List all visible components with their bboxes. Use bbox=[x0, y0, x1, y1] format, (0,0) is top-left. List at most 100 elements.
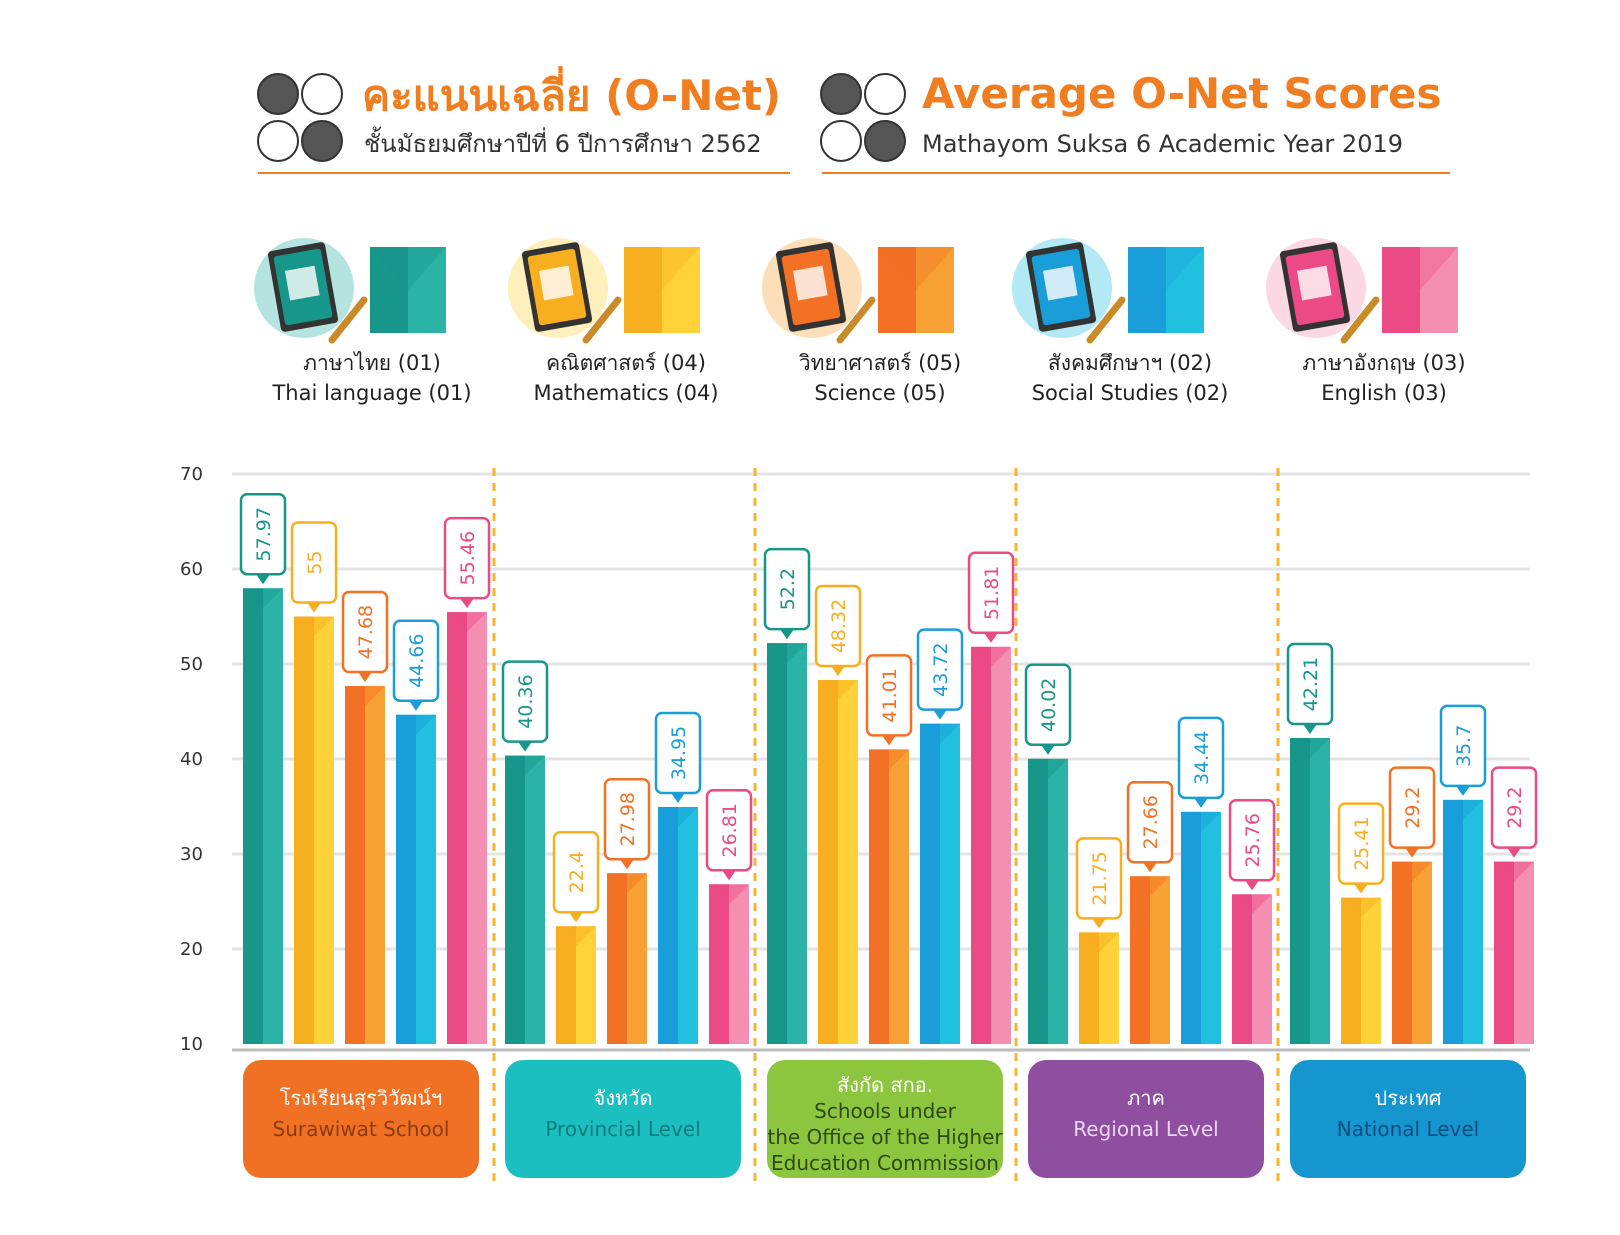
bar: 29.2 bbox=[1388, 766, 1436, 1044]
bar-cap bbox=[971, 646, 1011, 667]
data-label: 41.01 bbox=[879, 668, 901, 722]
callout-pointer bbox=[1092, 918, 1106, 929]
bar-cap bbox=[1181, 811, 1221, 832]
legend-item: วิทยาศาสตร์ (05) Science (05) bbox=[762, 238, 961, 405]
legend-item: สังคมศึกษาฯ (02) Social Studies (02) bbox=[1012, 238, 1228, 405]
bar-cap bbox=[607, 873, 647, 894]
callout-pointer bbox=[933, 709, 947, 720]
y-tick-label: 50 bbox=[180, 654, 203, 675]
subtitle-th: ชั้นมัธยมศึกษาปีที่ 6 ปีการศึกษา 2562 bbox=[364, 126, 762, 158]
callout-pointer bbox=[307, 602, 321, 613]
data-label: 29.2 bbox=[1402, 786, 1424, 828]
y-tick-label: 40 bbox=[180, 749, 203, 770]
subject-label-th: วิทยาศาสตร์ (05) bbox=[799, 351, 962, 375]
data-label: 25.76 bbox=[1242, 813, 1264, 867]
bar: 55 bbox=[290, 521, 338, 1044]
science-book-icon bbox=[762, 238, 876, 344]
subject-label-th: สังคมศึกษาฯ (02) bbox=[1048, 351, 1212, 375]
bar-rect bbox=[1290, 738, 1330, 1044]
bar-cap bbox=[1494, 861, 1534, 882]
color-swatch bbox=[1128, 247, 1204, 333]
bar: 40.02 bbox=[1024, 663, 1072, 1044]
category-label-en: Schools under bbox=[814, 1099, 957, 1123]
callout-pointer bbox=[984, 632, 998, 643]
callout-pointer bbox=[671, 792, 685, 803]
legend-item: ภาษาอังกฤษ (03) English (03) bbox=[1266, 238, 1466, 405]
bar-rect bbox=[658, 806, 698, 1044]
category-label-en: National Level bbox=[1337, 1117, 1480, 1141]
data-label: 26.81 bbox=[719, 803, 741, 857]
light-circle-icon bbox=[864, 73, 906, 115]
bar-rect bbox=[767, 643, 807, 1044]
callout-pointer bbox=[358, 672, 372, 683]
category-label-en: Education Commission bbox=[771, 1151, 999, 1175]
data-label: 22.4 bbox=[566, 851, 588, 893]
thai-book-icon bbox=[254, 238, 368, 344]
color-swatch bbox=[370, 247, 446, 333]
callout-pointer bbox=[780, 629, 794, 640]
category-label-en: Provincial Level bbox=[545, 1117, 700, 1141]
subject-label-en: Mathematics (04) bbox=[533, 381, 718, 405]
callout-pointer bbox=[1143, 862, 1157, 873]
callout-pointer bbox=[1354, 883, 1368, 894]
bar: 40.36 bbox=[501, 660, 549, 1044]
bar-rect bbox=[447, 612, 487, 1044]
bar-rect bbox=[971, 646, 1011, 1044]
category-label-en: Surawiwat School bbox=[273, 1117, 450, 1141]
light-circle-icon bbox=[820, 120, 862, 162]
category-label-en: Regional Level bbox=[1073, 1117, 1218, 1141]
callout-pointer bbox=[620, 859, 634, 870]
callout-pointer bbox=[1507, 847, 1521, 858]
bar: 25.41 bbox=[1337, 802, 1385, 1044]
data-label: 27.66 bbox=[1140, 795, 1162, 849]
bar-cap bbox=[447, 612, 487, 633]
data-label: 52.2 bbox=[777, 568, 799, 610]
bar-rect bbox=[1443, 799, 1483, 1044]
bar: 34.44 bbox=[1177, 716, 1225, 1044]
bar-rect bbox=[556, 926, 596, 1044]
category-box: โรงเรียนสุรวิวัฒน์ฯ Surawiwat School bbox=[243, 1060, 479, 1178]
header-right: Average O-Net Scores Mathayom Suksa 6 Ac… bbox=[820, 69, 1450, 174]
bar: 43.72 bbox=[916, 628, 964, 1044]
bar-cap bbox=[1079, 932, 1119, 953]
bar-cap bbox=[767, 643, 807, 664]
category-label-th: โรงเรียนสุรวิวัฒน์ฯ bbox=[280, 1086, 443, 1111]
light-circle-icon bbox=[257, 120, 299, 162]
category-label-th: ภาค bbox=[1127, 1086, 1165, 1110]
category-box: จังหวัด Provincial Level bbox=[505, 1060, 741, 1178]
subject-label-en: Science (05) bbox=[814, 381, 945, 405]
bar-rect bbox=[1028, 758, 1068, 1044]
bar: 27.98 bbox=[603, 777, 651, 1044]
bar-cap bbox=[920, 723, 960, 744]
subtitle-en: Mathayom Suksa 6 Academic Year 2019 bbox=[922, 130, 1403, 158]
data-label: 35.7 bbox=[1453, 725, 1475, 767]
subject-label-th: คณิตศาสตร์ (04) bbox=[546, 351, 706, 375]
bar-cap bbox=[709, 884, 749, 905]
bar: 42.21 bbox=[1286, 642, 1334, 1044]
data-label: 47.68 bbox=[355, 605, 377, 659]
header-left: คะแนนเฉลี่ย (O-Net) ชั้นมัธยมศึกษาปีที่ … bbox=[257, 66, 790, 174]
bar: 44.66 bbox=[392, 619, 440, 1044]
callout-pointer bbox=[882, 735, 896, 746]
data-label: 48.32 bbox=[828, 599, 850, 653]
y-tick-label: 60 bbox=[180, 559, 203, 580]
bar-cap bbox=[1443, 799, 1483, 820]
category-label-en: the Office of the Higher bbox=[767, 1125, 1003, 1149]
category-label-th: จังหวัด bbox=[594, 1086, 653, 1110]
data-label: 42.21 bbox=[1300, 657, 1322, 711]
data-label: 29.2 bbox=[1504, 786, 1526, 828]
bar-rect bbox=[709, 884, 749, 1044]
callout-pointer bbox=[256, 574, 270, 585]
subject-legend: ภาษาไทย (01) Thai language (01) คณิตศาสตร์… bbox=[254, 238, 1466, 405]
bar-rect bbox=[396, 714, 436, 1044]
bar-rect bbox=[1341, 897, 1381, 1044]
bar: 25.76 bbox=[1228, 799, 1276, 1044]
bar: 27.66 bbox=[1126, 780, 1174, 1044]
bar-rect bbox=[920, 723, 960, 1044]
category-box: ภาค Regional Level bbox=[1028, 1060, 1264, 1178]
bar-rect bbox=[869, 749, 909, 1044]
bar: 26.81 bbox=[705, 789, 753, 1044]
subject-label-th: ภาษาอังกฤษ (03) bbox=[1302, 351, 1465, 375]
bar-cap bbox=[1232, 894, 1272, 915]
bar-cap bbox=[869, 749, 909, 770]
